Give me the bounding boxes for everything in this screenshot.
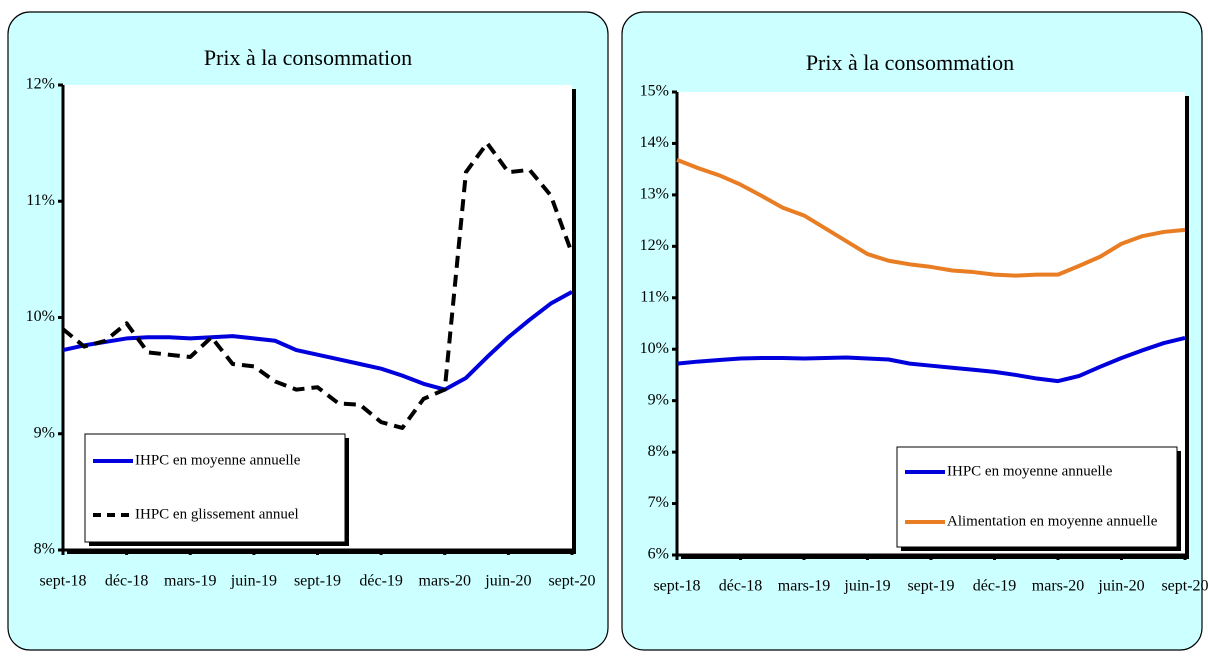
x-tick-label: juin-20: [1097, 578, 1144, 595]
y-tick-label: 11%: [640, 288, 669, 305]
y-tick-label: 10%: [26, 308, 55, 325]
y-tick-label: 9%: [648, 391, 669, 408]
x-tick-label: sept-20: [1161, 578, 1208, 595]
y-tick-label: 12%: [26, 76, 55, 93]
legend-label: Alimentation en moyenne annuelle: [947, 513, 1158, 529]
y-tick-label: 8%: [648, 443, 669, 460]
x-tick-label: déc-18: [719, 578, 763, 595]
chart-title: Prix à la consommation: [204, 45, 412, 70]
x-tick-label: mars-19: [778, 578, 830, 595]
legend: [896, 446, 1178, 548]
x-tick-label: déc-19: [973, 578, 1017, 595]
series-line: [61, 141, 574, 430]
legend-label: IHPC en moyenne annuelle: [135, 452, 301, 468]
x-tick-label: sept-19: [294, 573, 341, 590]
x-tick-label: mars-19: [164, 573, 216, 590]
series-line: [62, 290, 573, 392]
y-tick-label: 12%: [640, 237, 669, 254]
series-line: [676, 335, 1186, 384]
y-tick-label: 6%: [648, 546, 669, 563]
x-tick-label: mars-20: [1032, 578, 1084, 595]
chart-title: Prix à la consommation: [806, 50, 1014, 75]
x-tick-label: juin-20: [484, 573, 531, 590]
y-tick-label: 15%: [640, 83, 669, 100]
x-tick-label: sept-20: [548, 573, 595, 590]
x-tick-label: déc-18: [105, 573, 149, 590]
x-tick-label: juin-19: [843, 578, 890, 595]
x-tick-label: mars-20: [419, 573, 471, 590]
x-tick-label: sept-19: [907, 578, 954, 595]
legend-label: IHPC en moyenne annuelle: [947, 463, 1113, 479]
y-tick-label: 13%: [640, 186, 669, 203]
x-tick-label: juin-19: [230, 573, 277, 590]
y-tick-label: 9%: [34, 424, 55, 441]
y-tick-label: 10%: [640, 340, 669, 357]
y-tick-label: 11%: [26, 192, 55, 209]
y-tick-label: 14%: [640, 134, 669, 151]
x-tick-label: déc-19: [359, 573, 403, 590]
series-line: [676, 158, 1186, 278]
x-tick-label: sept-18: [653, 578, 700, 595]
legend-label: IHPC en glissement annuel: [135, 506, 299, 522]
y-tick-label: 8%: [34, 541, 55, 558]
y-tick-label: 7%: [648, 494, 669, 511]
legend: [84, 433, 346, 543]
x-tick-label: sept-18: [39, 573, 86, 590]
